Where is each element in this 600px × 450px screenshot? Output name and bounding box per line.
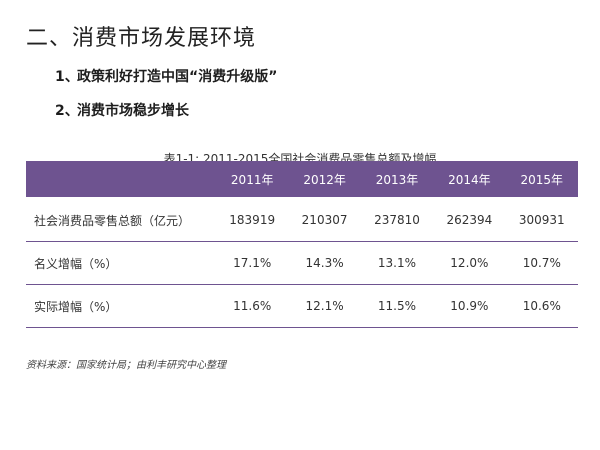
- table-header-row: 2011年 2012年 2013年 2014年 2015年: [26, 161, 578, 199]
- table-row-nominal-growth: 名义增幅（%） 17.1% 14.3% 13.1% 12.0% 10.7%: [26, 241, 578, 285]
- row-label: 实际增幅（%）: [26, 284, 216, 328]
- cell-value: 300931: [505, 197, 578, 242]
- cell-value: 17.1%: [216, 241, 289, 285]
- header-year-2015: 2015年: [505, 161, 578, 199]
- cell-value: 12.1%: [288, 284, 361, 328]
- bullet-number: 2、: [55, 103, 79, 119]
- cell-value: 262394: [433, 197, 506, 242]
- cell-value: 10.7%: [505, 241, 578, 285]
- cell-value: 11.5%: [360, 284, 434, 328]
- cell-value: 10.6%: [505, 284, 578, 328]
- table-row-total-sales: 社会消费品零售总额（亿元） 183919 210307 237810 26239…: [26, 197, 578, 242]
- bullet-list: 1、政策利好打造中国“消费升级版” 2、消费市场稳步增长: [55, 68, 277, 136]
- bullet-text: 消费市场稳步增长: [77, 103, 189, 119]
- bullet-number: 1、: [55, 69, 79, 85]
- cell-value: 210307: [288, 197, 361, 242]
- row-label: 名义增幅（%）: [26, 241, 216, 285]
- header-year-2011: 2011年: [216, 161, 289, 199]
- cell-value: 183919: [216, 197, 289, 242]
- cell-value: 14.3%: [288, 241, 361, 285]
- header-year-2014: 2014年: [433, 161, 506, 199]
- source-note: 资料来源：国家统计局；由利丰研究中心整理: [26, 360, 226, 371]
- header-year-2012: 2012年: [288, 161, 361, 199]
- cell-value: 12.0%: [433, 241, 506, 285]
- bullet-text: 政策利好打造中国“消费升级版”: [77, 69, 278, 85]
- bullet-item-policy: 1、政策利好打造中国“消费升级版”: [55, 68, 277, 102]
- header-year-2013: 2013年: [360, 161, 434, 199]
- slide-title: 二、消费市场发展环境: [26, 26, 257, 51]
- cell-value: 13.1%: [360, 241, 434, 285]
- retail-sales-table: 2011年 2012年 2013年 2014年 2015年 社会消费品零售总额（…: [26, 161, 578, 328]
- cell-value: 10.9%: [433, 284, 506, 328]
- header-corner-cell: [26, 161, 216, 199]
- cell-value: 237810: [360, 197, 434, 242]
- table-row-real-growth: 实际增幅（%） 11.6% 12.1% 11.5% 10.9% 10.6%: [26, 284, 578, 328]
- bullet-item-growth: 2、消费市场稳步增长: [55, 102, 277, 136]
- row-label: 社会消费品零售总额（亿元）: [26, 197, 216, 242]
- cell-value: 11.6%: [216, 284, 289, 328]
